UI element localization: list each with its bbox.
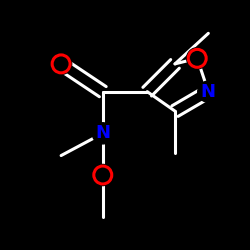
Circle shape [50, 53, 72, 74]
Circle shape [92, 164, 113, 186]
Circle shape [92, 123, 113, 144]
Circle shape [187, 48, 208, 69]
Text: N: N [201, 83, 216, 101]
Circle shape [198, 81, 219, 102]
Text: N: N [95, 124, 110, 142]
